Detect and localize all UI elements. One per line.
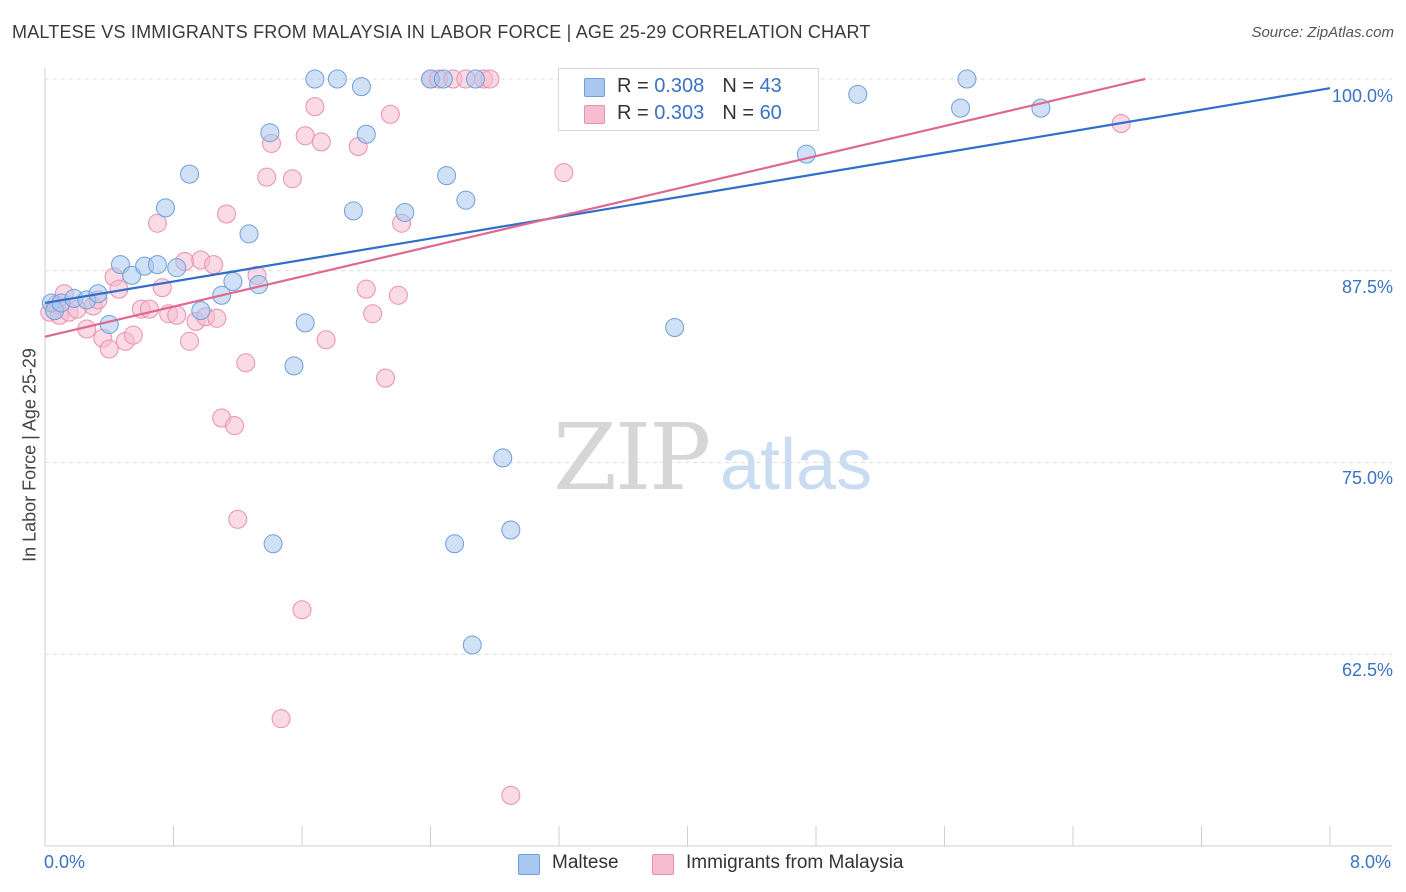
maltese-point (343, 201, 363, 221)
malaysia-point (236, 353, 256, 373)
maltese-point (260, 123, 280, 143)
chart-source: Source: ZipAtlas.com (1251, 24, 1394, 41)
malaysia-point (204, 255, 224, 275)
malaysia-swatch (652, 854, 674, 875)
malaysia-point (228, 509, 248, 529)
malaysia-point (363, 304, 383, 324)
malaysia-point (376, 368, 396, 388)
maltese-point (122, 265, 142, 285)
malaysia-point (282, 169, 302, 189)
maltese-swatch (518, 854, 540, 875)
maltese-point (465, 69, 485, 89)
malaysia-point (99, 339, 119, 359)
maltese-trend-line (44, 87, 1331, 305)
y-tick-label: 75.0% (1341, 468, 1393, 488)
legend-label-maltese: Maltese (552, 852, 619, 873)
malaysia-point (305, 97, 325, 117)
x-tick-label: 8.0% (1350, 852, 1392, 872)
malaysia-point (501, 785, 521, 805)
series-maltese-points (41, 69, 1051, 655)
maltese-point (437, 166, 457, 186)
malaysia-point (311, 132, 331, 152)
maltese-point (351, 77, 371, 97)
maltese-point (848, 84, 868, 104)
maltese-point (957, 69, 977, 89)
legend-n-label: N = (722, 75, 760, 97)
maltese-point (263, 534, 283, 554)
maltese-point (305, 69, 325, 89)
maltese-point (501, 520, 521, 540)
y-axis-label: In Labor Force | Age 25-29 (19, 348, 40, 562)
maltese-point (155, 198, 175, 218)
malaysia-point (207, 308, 227, 328)
maltese-point (493, 448, 513, 468)
malaysia-point (271, 709, 291, 729)
legend-r-value: 0.308 (654, 75, 705, 97)
maltese-swatch (584, 78, 605, 97)
trend-lines (44, 77, 1331, 338)
legend-r-label: R = (617, 75, 655, 97)
maltese-point (456, 190, 476, 210)
malaysia-point (225, 416, 245, 436)
chart-title: MALTESE VS IMMIGRANTS FROM MALAYSIA IN L… (12, 22, 871, 42)
malaysia-point (167, 305, 187, 325)
malaysia-point (292, 600, 312, 620)
axes (44, 68, 1392, 847)
maltese-point (167, 258, 187, 278)
malaysia-trend-line (44, 77, 1146, 338)
malaysia-point (217, 204, 237, 224)
y-tick-label: 62.5% (1341, 660, 1393, 680)
maltese-point (180, 164, 200, 184)
legend-r-label: R = (617, 102, 655, 124)
x-tick-label: 0.0% (44, 852, 86, 872)
legend-n-value: 60 (759, 102, 782, 124)
watermark: ZIP atlas (553, 404, 872, 511)
maltese-point (239, 224, 259, 244)
malaysia-swatch (584, 105, 605, 124)
maltese-point (295, 313, 315, 333)
maltese-point (191, 301, 211, 321)
y-tick-label: 100.0% (1331, 86, 1393, 106)
correlation-legend: R = 0.308 N = 43 R = 0.303 N = 60 (558, 68, 819, 131)
maltese-point (665, 318, 685, 338)
maltese-point (223, 271, 243, 291)
malaysia-point (554, 163, 574, 183)
y-tick-label: 87.5% (1341, 277, 1393, 297)
maltese-point (99, 314, 119, 334)
maltese-point (433, 69, 453, 89)
malaysia-point (147, 213, 167, 233)
malaysia-point (380, 104, 400, 124)
svg-text:atlas: atlas (720, 425, 872, 505)
maltese-point (951, 98, 971, 118)
malaysia-point (257, 167, 277, 187)
malaysia-point (180, 331, 200, 351)
maltese-point (445, 534, 465, 554)
malaysia-point (388, 285, 408, 305)
malaysia-point (316, 330, 336, 350)
malaysia-point (295, 126, 315, 146)
maltese-point (327, 69, 347, 89)
legend-n-label: N = (722, 102, 760, 124)
maltese-point (284, 356, 304, 376)
legend-n-value: 43 (759, 75, 782, 97)
maltese-point (147, 255, 167, 275)
svg-text:ZIP: ZIP (553, 404, 709, 511)
malaysia-point (356, 279, 376, 299)
legend-r-value: 0.303 (654, 102, 705, 124)
maltese-point (395, 202, 415, 222)
maltese-point (356, 124, 376, 144)
maltese-point (462, 635, 482, 655)
malaysia-point (123, 325, 143, 345)
legend-label-malaysia: Immigrants from Malaysia (686, 852, 904, 873)
malaysia-point (139, 299, 159, 319)
